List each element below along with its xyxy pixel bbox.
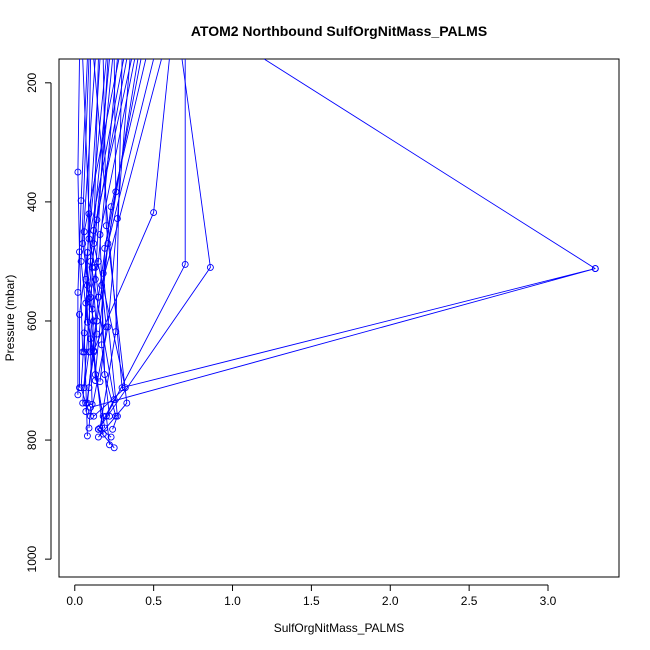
y-tick-label: 800 (25, 430, 39, 450)
data-point (90, 412, 98, 420)
series-line-2 (105, 59, 186, 445)
data-point (94, 425, 102, 433)
x-tick-label: 2.0 (382, 594, 399, 608)
series-line-19 (83, 59, 128, 436)
y-tick-label: 600 (25, 311, 39, 331)
data-point (121, 384, 129, 392)
data-point (94, 433, 102, 441)
data-point (77, 257, 85, 265)
series-line-31 (88, 59, 125, 298)
data-point (102, 323, 110, 331)
data-point (90, 317, 98, 325)
data-point (96, 231, 104, 239)
data-point (93, 330, 101, 338)
data-point (82, 408, 90, 415)
data-point (591, 265, 599, 273)
plot-frame (58, 58, 620, 578)
data-point (85, 424, 93, 432)
data-point (74, 391, 82, 399)
series-line-1 (88, 59, 596, 429)
x-tick-label: 1.0 (224, 594, 241, 608)
x-axis-label: SulfOrgNitMass_PALMS (274, 621, 404, 635)
x-tick-label: 1.5 (303, 594, 320, 608)
data-point (101, 424, 109, 432)
data-point (150, 209, 158, 217)
x-tick-label: 2.5 (461, 594, 478, 608)
data-point (107, 433, 115, 441)
series-line-9 (90, 59, 131, 417)
data-point (90, 348, 98, 356)
data-point (88, 400, 96, 408)
y-axis-label: Pressure (mbar) (3, 275, 17, 362)
data-point (109, 425, 117, 433)
data-point (107, 203, 115, 211)
data-point (83, 399, 91, 407)
data-point (98, 281, 106, 289)
series-line-10 (99, 59, 123, 438)
data-point (83, 432, 91, 440)
data-point (87, 412, 94, 420)
data-point (123, 399, 131, 407)
x-axis: 0.0 0.5 1.0 1.5 2.0 2.5 3.0 (66, 584, 557, 608)
data-point (77, 197, 85, 205)
series-line-12 (93, 59, 126, 417)
data-point (79, 240, 87, 248)
chart-title: ATOM2 Northbound SulfOrgNitMass_PALMS (191, 23, 487, 39)
y-axis: 200 400 600 800 1000 (25, 72, 52, 572)
data-point (79, 399, 87, 407)
x-tick-label: 3.0 (540, 594, 557, 608)
data-point (74, 168, 82, 176)
data-point (80, 228, 88, 236)
data-point (80, 329, 88, 337)
data-point (85, 235, 93, 243)
data-point (110, 444, 118, 452)
x-tick-label: 0.0 (66, 594, 83, 608)
y-tick-label: 200 (25, 72, 39, 92)
data-point (80, 348, 88, 356)
data-point (83, 318, 91, 326)
series-line-29 (99, 59, 162, 382)
data-point (94, 257, 102, 265)
data-point (85, 210, 93, 218)
series-line-27 (83, 59, 133, 352)
data-point (99, 269, 107, 277)
data-point (91, 275, 99, 283)
plot-frame-box (58, 58, 620, 578)
data-point (206, 263, 214, 271)
y-tick-label: 1000 (25, 545, 39, 572)
y-tick-label: 400 (25, 192, 39, 212)
data-point (181, 260, 189, 268)
series-line-32 (263, 59, 596, 269)
data-point (94, 293, 102, 301)
data-point (74, 288, 82, 296)
data-point (96, 424, 104, 432)
series-group (74, 59, 599, 452)
series-line-6 (77, 59, 88, 395)
x-tick-label: 0.5 (145, 594, 162, 608)
series-line-3 (97, 59, 211, 449)
data-point (104, 240, 112, 248)
data-point (87, 335, 94, 343)
series-line-30 (90, 59, 109, 429)
data-point (91, 263, 99, 271)
data-point (76, 310, 83, 318)
